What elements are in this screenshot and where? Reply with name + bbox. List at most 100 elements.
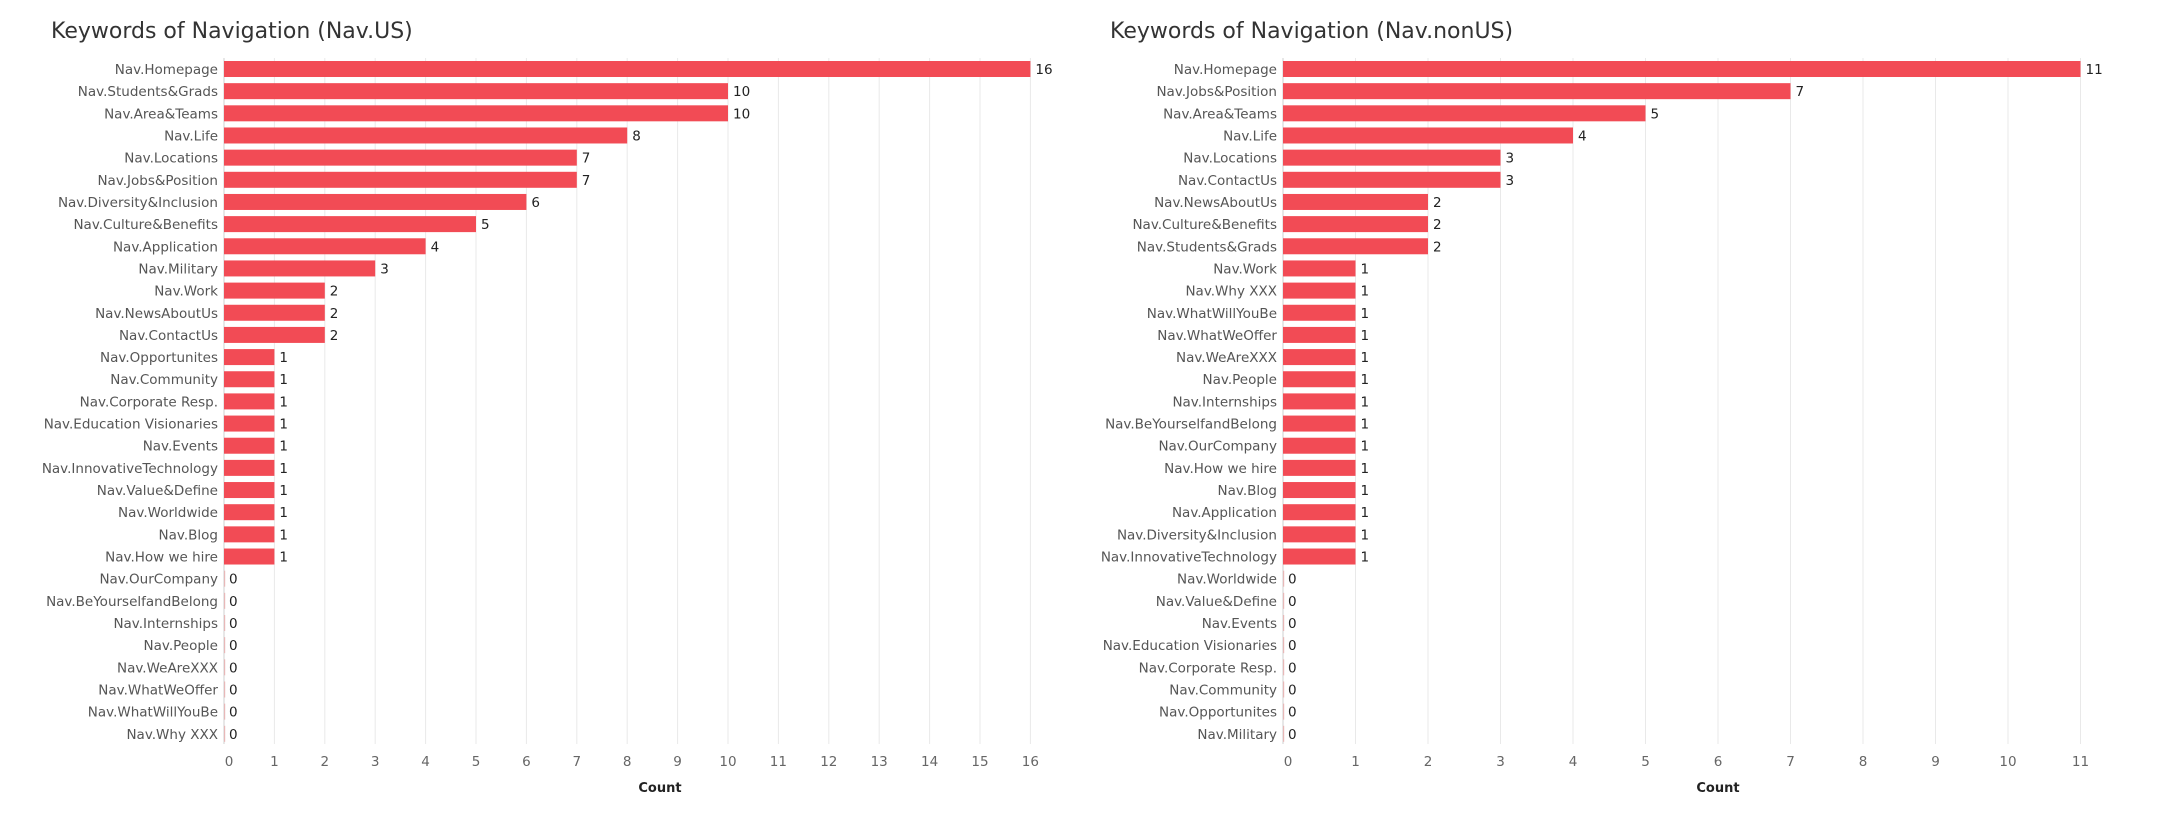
bar (224, 659, 226, 676)
bar (224, 570, 226, 587)
category-label: Nav.ContactUs (119, 328, 218, 344)
category-label: Nav.Worldwide (118, 505, 218, 521)
category-label: Nav.NewsAboutUs (95, 306, 218, 322)
bar (1283, 703, 1285, 720)
bar (224, 304, 325, 321)
data-label: 1 (1361, 372, 1370, 388)
bar (1283, 216, 1428, 233)
data-label: 1 (1361, 261, 1370, 277)
category-label: Nav.Worldwide (1177, 572, 1277, 588)
x-axis-label: Count (638, 781, 681, 796)
category-label: Nav.WeAreXXX (1176, 350, 1277, 366)
x-tick-label: 11 (770, 754, 787, 770)
data-label: 0 (1288, 660, 1297, 676)
chart-title: Keywords of Navigation (Nav.US) (51, 19, 413, 44)
category-label: Nav.Internships (1172, 394, 1277, 410)
bar (224, 592, 226, 609)
x-axis-ticks: 01234567891011121314151617 (225, 754, 1039, 770)
data-label: 0 (1288, 727, 1297, 743)
category-label: Nav.Why XXX (126, 727, 218, 743)
data-label: 1 (1361, 350, 1370, 366)
bar (1283, 149, 1501, 166)
chart-nav-us: Keywords of Navigation (Nav.US) Count 0 1… (42, 19, 1053, 796)
data-label: 4 (1578, 128, 1587, 144)
bar (1283, 592, 1285, 609)
category-label: Nav.Military (138, 261, 218, 277)
bar (1283, 260, 1356, 277)
x-tick-label: 16 (1022, 754, 1039, 770)
category-label: Nav.Area&Teams (104, 106, 218, 122)
bar (1283, 415, 1356, 432)
bar (1283, 193, 1428, 210)
data-label: 1 (279, 461, 288, 477)
category-label: Nav.Events (1202, 616, 1277, 632)
x-tick-label: 3 (371, 754, 380, 770)
category-label: Nav.InnovativeTechnology (42, 461, 218, 477)
bar (224, 725, 226, 742)
data-label: 3 (380, 261, 389, 277)
bar (224, 260, 376, 277)
data-label: 1 (279, 505, 288, 521)
category-label: Nav.WhatWeOffer (1157, 328, 1277, 344)
category-label: Nav.Value&Define (97, 483, 218, 499)
category-label: Nav.Corporate Resp. (80, 394, 218, 410)
category-label: Nav.Life (164, 128, 218, 144)
category-label: Nav.Homepage (1174, 62, 1277, 78)
x-tick-label: 6 (522, 754, 531, 770)
x-tick-label: 6 (1714, 754, 1723, 770)
category-label: Nav.Events (143, 439, 218, 455)
category-label: Nav.Students&Grads (78, 84, 218, 100)
chart-title: Keywords of Navigation (Nav.nonUS) (1110, 19, 1513, 44)
x-tick-label: 0 (225, 754, 234, 770)
bar (1283, 637, 1285, 654)
x-tick-label: 1 (1351, 754, 1360, 770)
category-label: Nav.ContactUs (1178, 173, 1277, 189)
bar (224, 681, 226, 698)
category-label: Nav.NewsAboutUs (1154, 195, 1277, 211)
x-axis-ticks: 0 1 2 3 4 5 6 7 8 9 10 11 (1284, 754, 2089, 770)
x-tick-label: 5 (1641, 754, 1650, 770)
category-label: Nav.Locations (124, 151, 218, 167)
data-label: 0 (229, 616, 238, 632)
x-tick-label: 9 (1931, 754, 1940, 770)
bar (224, 459, 275, 476)
bar (224, 216, 476, 233)
data-label: 2 (1433, 217, 1442, 233)
bar (1283, 61, 2081, 77)
category-label: Nav.Blog (1218, 483, 1277, 499)
bar (1283, 393, 1356, 410)
data-label: 16 (1035, 62, 1052, 78)
category-label: Nav.WeAreXXX (117, 660, 218, 676)
data-label: 2 (1433, 195, 1442, 211)
category-label: Nav.How we hire (105, 550, 218, 566)
bar (1283, 371, 1356, 388)
category-label: Nav.Education Visionaries (1103, 638, 1277, 654)
data-label: 1 (1361, 461, 1370, 477)
category-label: Nav.People (144, 638, 218, 654)
bar (1283, 83, 1791, 100)
bar (1283, 171, 1501, 188)
bar (1283, 326, 1356, 343)
category-label: Nav.Life (1223, 128, 1277, 144)
x-tick-label: 10 (1999, 754, 2016, 770)
bar (224, 149, 577, 166)
data-label: 3 (1506, 151, 1515, 167)
category-label: Nav.WhatWillYouBe (1147, 306, 1277, 322)
data-label: 2 (330, 328, 339, 344)
x-tick-label: 14 (921, 754, 938, 770)
data-label: 0 (229, 638, 238, 654)
bar (224, 193, 527, 210)
category-label: Nav.Culture&Benefits (1132, 217, 1277, 233)
data-label: 1 (279, 439, 288, 455)
x-tick-label: 10 (719, 754, 736, 770)
chart-nav-nonus: Keywords of Navigation (Nav.nonUS) Count… (1101, 19, 2103, 796)
category-label: Nav.BeYourselfandBelong (1105, 417, 1277, 433)
x-tick-label: 4 (421, 754, 430, 770)
category-label: Nav.Opportunites (100, 350, 218, 366)
category-label: Nav.Culture&Benefits (73, 217, 218, 233)
x-tick-label: 7 (1786, 754, 1795, 770)
category-label: Nav.Education Visionaries (44, 417, 218, 433)
data-label: 5 (1651, 106, 1660, 122)
data-label: 0 (1288, 638, 1297, 654)
